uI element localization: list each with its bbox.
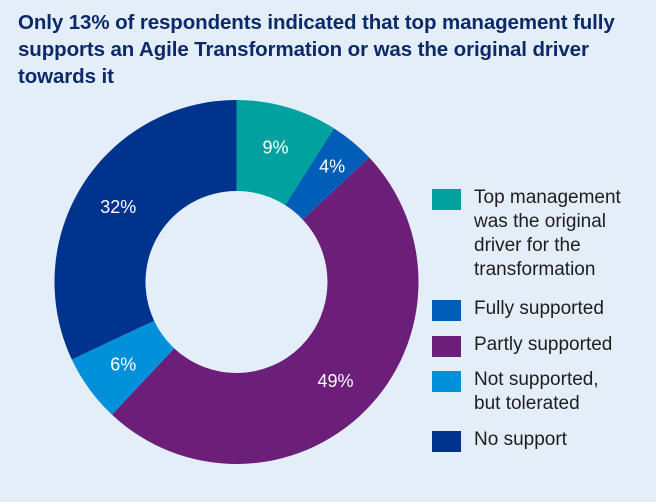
legend-label: No support [474, 428, 656, 452]
legend-label-line: Top management [474, 187, 621, 208]
legend-swatch [432, 431, 461, 452]
slice-label-4: 6% [110, 354, 136, 374]
legend-swatch [432, 300, 461, 321]
legend-label-line: Fully supported [474, 298, 604, 319]
legend-label: Fully supported [474, 297, 656, 321]
legend-swatch [432, 371, 461, 392]
legend-label-line: was the original [474, 211, 607, 232]
legend-label-line: but tolerated [474, 393, 580, 414]
slice-label-1: 9% [263, 138, 289, 158]
donut-slice-2 [285, 128, 370, 220]
legend-swatch [432, 189, 461, 210]
legend-label-line: Not supported, [474, 369, 599, 390]
legend-label-line: No support [474, 429, 567, 450]
legend-label-line: Partly supported [474, 334, 613, 355]
chart-title: Only 13% of respondents indicated that t… [18, 11, 615, 88]
donut-slice-4 [71, 320, 175, 415]
legend-label: Not supported, but tolerated [474, 368, 656, 416]
legend-label: Top management was the original driver for… [474, 186, 656, 282]
slice-label-3: 49% [317, 371, 353, 391]
donut-slice-5 [54, 100, 237, 360]
slice-label-2: 4% [319, 156, 345, 176]
legend-label: Partly supported [474, 333, 656, 357]
slice-label-5: 32% [100, 197, 136, 217]
donut-slice-3 [111, 157, 419, 465]
donut-slice-1 [236, 100, 335, 206]
legend-label-line: transformation [474, 259, 596, 280]
legend-label-line: driver for the [474, 235, 581, 256]
legend-swatch [432, 336, 461, 357]
